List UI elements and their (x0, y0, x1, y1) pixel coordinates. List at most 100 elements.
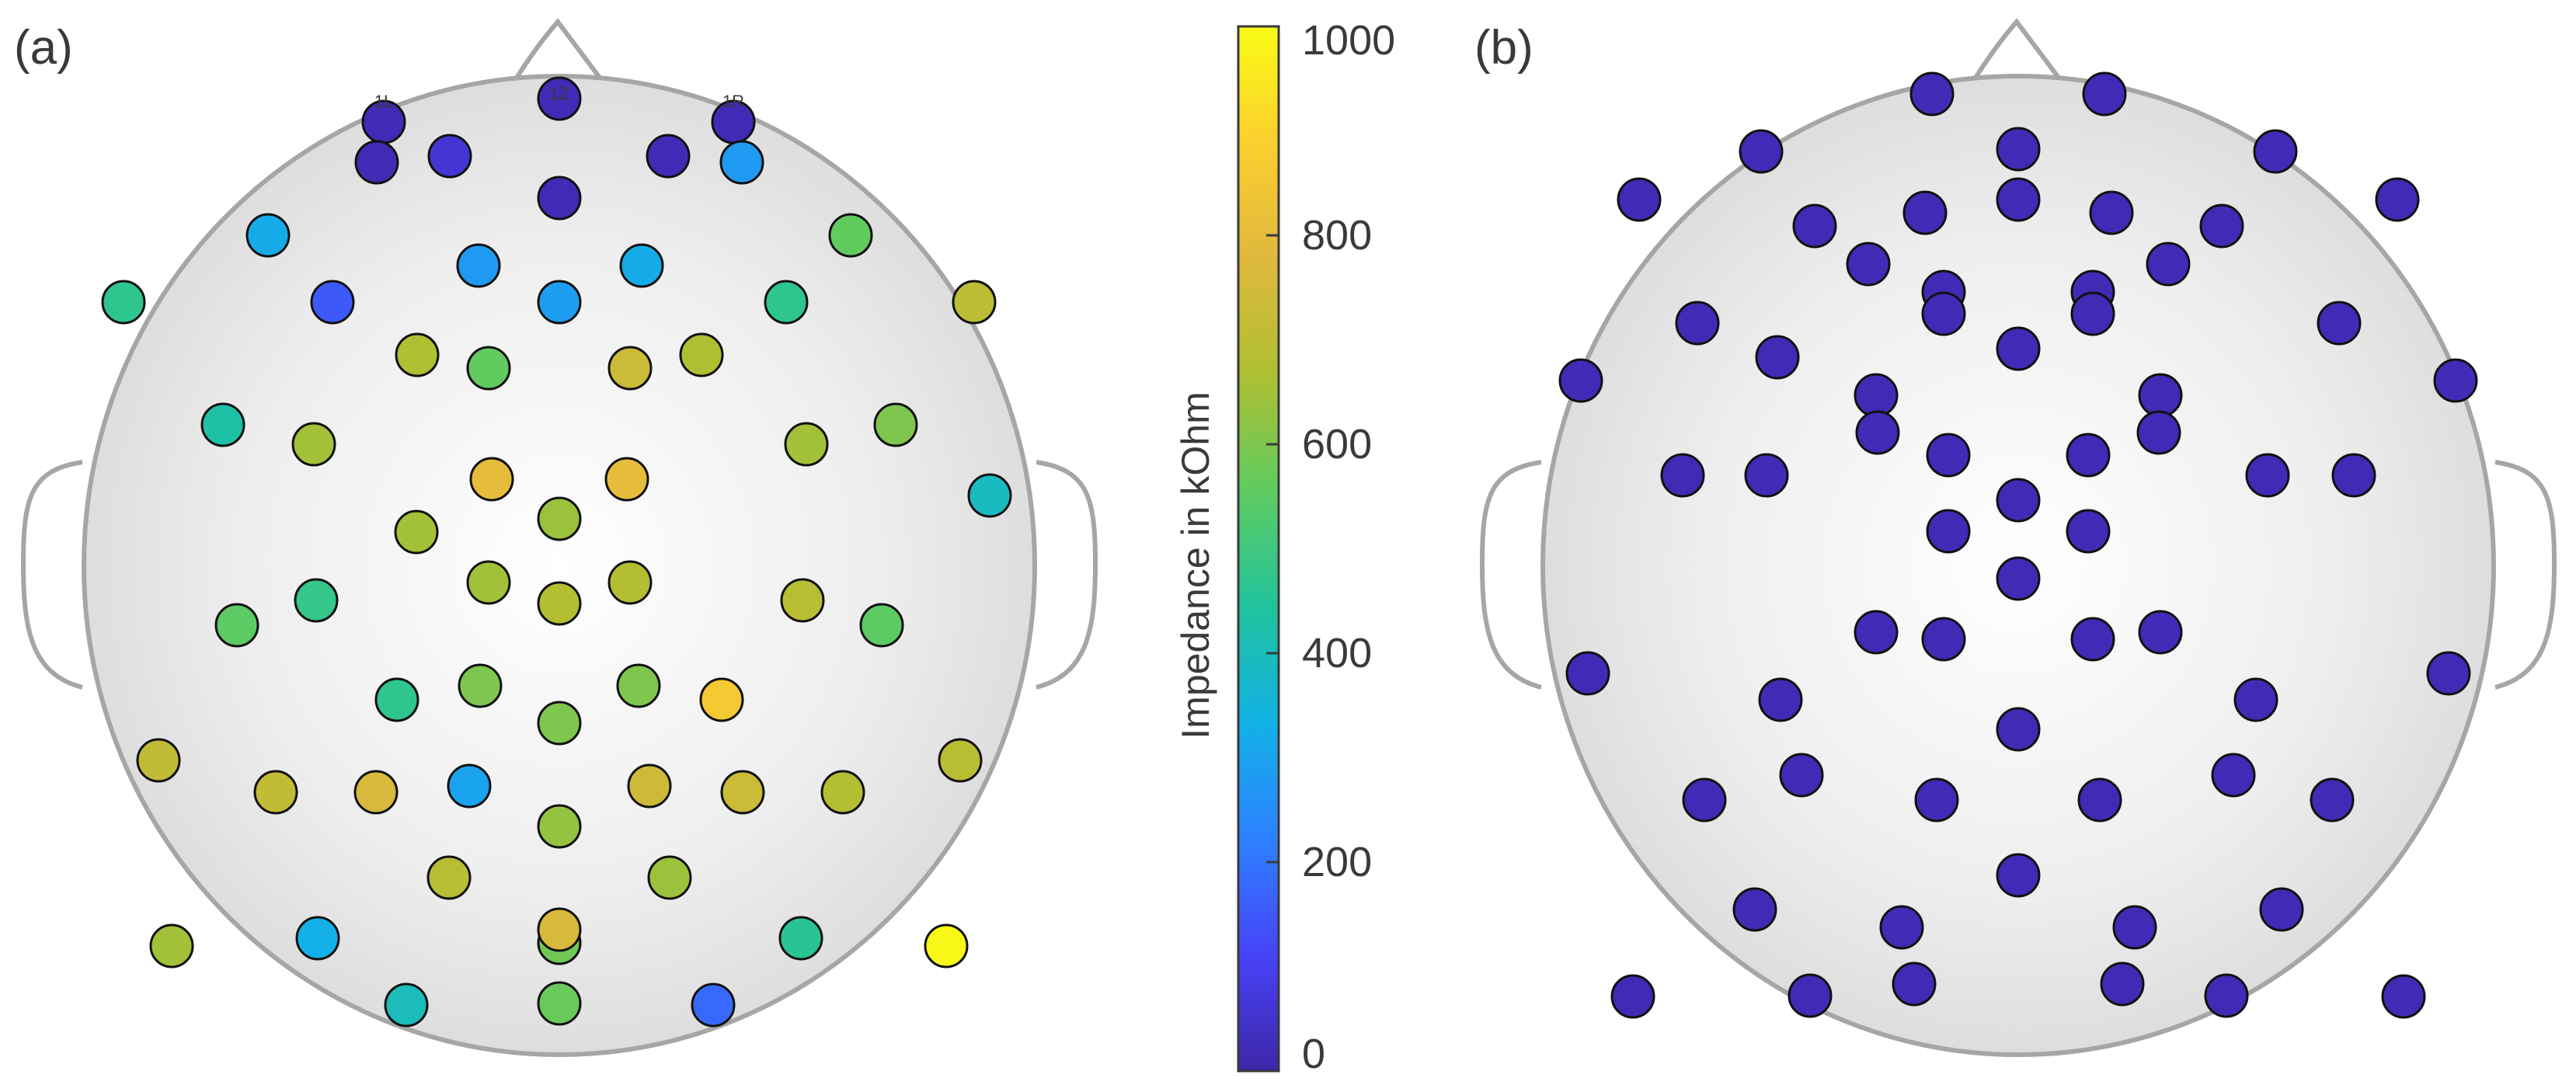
panel-a-electrode (616, 663, 661, 708)
panel-a-electrode (691, 982, 736, 1028)
panel-a-electrode (720, 770, 765, 815)
panel-a-electrode (537, 981, 582, 1026)
panel-b-electrode (2089, 190, 2134, 235)
colorbar: 0 200 400 600 800 1000 Impedance in kOhm (1174, 17, 1395, 1077)
electrode-text-labels: 1L 1Z 1R (374, 84, 744, 111)
panel-a-electrode (828, 213, 873, 258)
panel-b-electrode (1996, 707, 2041, 752)
panel-b-electrode (1902, 190, 1948, 235)
panel-b-electrode (1739, 129, 1784, 174)
panel-b-electrode (1617, 177, 1662, 222)
panel-a-electrode (458, 663, 503, 708)
panel-b-electrode (2199, 203, 2244, 249)
colorbar-tick-label: 0 (1302, 1031, 1325, 1077)
panel-b-electrode (1854, 373, 1899, 418)
panel-a-electrode (780, 578, 825, 623)
panel-a-electrode (466, 346, 511, 391)
panel-a-electrode (646, 134, 691, 179)
panel-a-electrode (395, 332, 440, 377)
panel-b-electrode (1744, 453, 1789, 498)
panel-b-electrode (2070, 291, 2115, 336)
panel-a-electrode (537, 280, 582, 325)
panel-b-electrode (2204, 973, 2249, 1018)
panel-a-electrode (604, 457, 649, 502)
panel-b-electrode (1879, 905, 1924, 950)
panel-b-electrode (1914, 777, 1959, 822)
electrode-label-1L: 1L (374, 92, 393, 111)
panel-b-electrode (1660, 453, 1705, 498)
panel-a-electrode (820, 770, 865, 815)
panel-b-electrode (2245, 453, 2290, 498)
panel-b-electrode (1926, 509, 1971, 554)
panel-a: (a) 1L 1Z 1R (14, 18, 1098, 1057)
panel-b-electrode (1996, 177, 2041, 222)
panel-b-electrode (1758, 677, 1803, 722)
panel-b-electrode (1565, 651, 1610, 696)
panel-b-electrode (1755, 335, 1800, 380)
panel-a-electrode (719, 140, 764, 185)
left-ear-b (1479, 460, 1542, 690)
panel-b-electrode (2082, 71, 2127, 117)
colorbar-label: Impedance in kOhm (1174, 391, 1217, 739)
panel-b-electrode (1610, 974, 1655, 1019)
panel-b-electrode (1788, 973, 1833, 1018)
panel-b-electrode (2381, 974, 2426, 1019)
right-ear-a (1036, 460, 1098, 690)
panel-a-electrode (537, 176, 582, 221)
electrode-label-1Z: 1Z (549, 84, 569, 103)
panel-b-electrode (2253, 129, 2298, 174)
panel-b-electrode (2138, 373, 2183, 418)
panel-a-electrode (607, 346, 653, 391)
panel-b-electrode (1682, 777, 1727, 822)
panel-a-electrode (200, 402, 245, 447)
panel-a-electrode (537, 804, 582, 849)
electrode-label-1R: 1R (722, 92, 744, 111)
panel-b-electrode (2070, 617, 2115, 662)
panel-a-electrode (291, 422, 336, 467)
electrodes-b (1558, 71, 2478, 1019)
panel-a-electrode (778, 916, 823, 961)
panel-a-electrode (101, 280, 146, 325)
panel-a-electrode (253, 770, 298, 815)
panel-b-electrode (1558, 358, 1603, 403)
nose-b (1969, 18, 2066, 85)
panel-a-electrode (784, 422, 829, 467)
panel-b-electrode (2112, 905, 2157, 950)
colorbar-tick-label: 600 (1302, 421, 1372, 468)
panel-a-electrode (647, 855, 692, 900)
panel-b-electrode (2317, 301, 2362, 346)
panel-a-electrode (353, 770, 399, 815)
panel-b-electrode (1854, 610, 1899, 655)
panel-a-electrode (764, 280, 809, 325)
panel-b-electrode (1921, 291, 1966, 336)
panel-b-electrode (1792, 203, 1837, 249)
colorbar-ticks: 0 200 400 600 800 1000 (1266, 17, 1395, 1077)
panel-a-electrode (619, 243, 664, 288)
panel-a-electrode (952, 280, 997, 325)
panel-a-electrode (384, 982, 429, 1028)
panel-a-electrode (938, 738, 983, 783)
panel-b-label: (b) (1474, 21, 1533, 75)
panel-b-electrode (1996, 556, 2041, 601)
panel-a-electrode (149, 923, 194, 969)
panel-a-electrode (679, 332, 724, 377)
panel-a-electrode (310, 280, 355, 325)
panel-b-electrode (2077, 777, 2122, 822)
panel-b-electrode (1996, 326, 2041, 371)
panel-a-electrode (214, 603, 259, 648)
colorbar-tick-label: 1000 (1302, 17, 1395, 64)
colorbar-tick-label: 800 (1302, 212, 1372, 259)
panel-b-electrode (1926, 433, 1971, 478)
colorbar-gradient (1237, 25, 1280, 1073)
panel-b-electrode (1921, 617, 1966, 662)
panel-a-electrode (466, 560, 511, 605)
panel-b-electrode (2066, 509, 2111, 554)
panel-b-electrode (1732, 887, 1777, 932)
panel-b-electrode (1675, 301, 1720, 346)
panel-a-electrode (294, 578, 339, 623)
panel-a-electrode (245, 213, 291, 258)
panel-a-electrode (627, 763, 672, 809)
panel-a-electrode (607, 560, 653, 605)
panel-a-electrode (537, 496, 582, 541)
panel-a-electrode (924, 923, 969, 969)
